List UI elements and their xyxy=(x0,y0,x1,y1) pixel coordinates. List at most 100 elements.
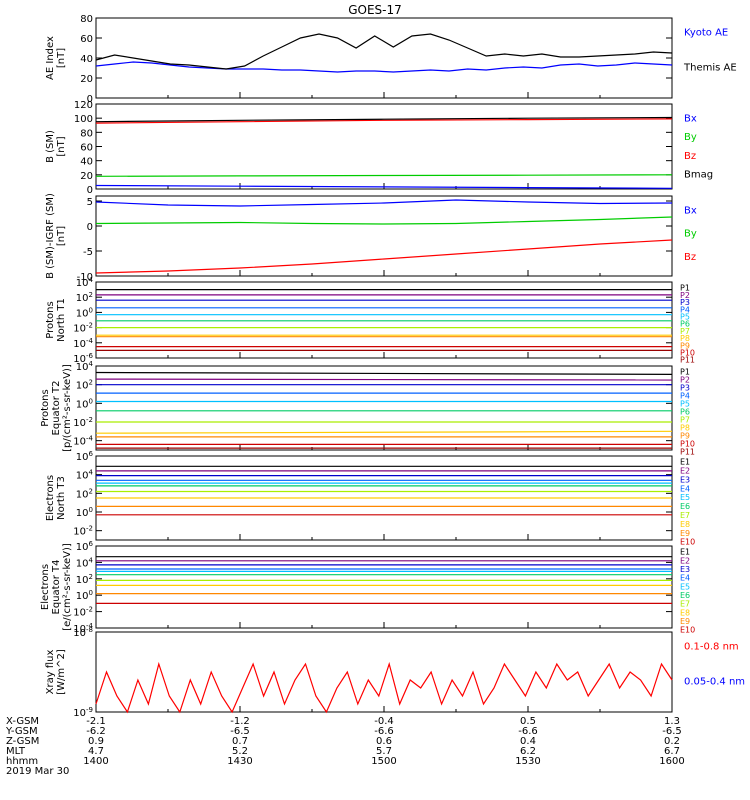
legend-entry: P3 xyxy=(680,298,690,307)
y-axis-label: Protons xyxy=(45,301,56,338)
series-line-bz xyxy=(95,118,673,124)
figure-title: GOES-17 xyxy=(348,3,402,17)
legend-entry: E10 xyxy=(680,538,695,547)
y-tick-label: 104 xyxy=(76,469,94,482)
legend-entry: Themis AE xyxy=(683,62,737,73)
legend-entry: Bmag xyxy=(684,170,713,181)
y-axis-label: Xray flux xyxy=(45,650,56,695)
x-tick-label: 5.7 xyxy=(376,746,392,757)
y-tick-label: 40 xyxy=(80,54,93,65)
y-axis-label: [nT] xyxy=(56,48,67,68)
legend-entry: 0.1-0.8 nm xyxy=(684,641,739,652)
y-tick-label: 80 xyxy=(80,14,93,25)
y-tick-label: 10-2 xyxy=(73,322,93,335)
legend-entry: P5 xyxy=(680,312,690,321)
x-tick-label: 5.2 xyxy=(232,746,248,757)
y-axis-label: Protons xyxy=(40,389,51,426)
series-line-bz xyxy=(95,239,673,274)
y-tick-label: 60 xyxy=(80,34,93,45)
y-axis-label: Electrons xyxy=(40,564,51,610)
y-tick-label: 100 xyxy=(76,397,93,410)
series-line-p1 xyxy=(95,371,673,375)
legend-entry: E8 xyxy=(680,608,690,617)
y-tick-label: 0 xyxy=(87,222,93,233)
y-tick-label: -5 xyxy=(83,247,93,258)
series-line-0-1-0-8-nm xyxy=(95,661,673,714)
legend-entry: P2 xyxy=(680,291,690,300)
panel-3: -10 -5 0 5 B (SM)-IGRF (SM) [nT] Bx By Bz xyxy=(45,193,697,283)
x-tick-label: 1430 xyxy=(227,756,252,767)
panel-2: 0 20 40 60 80 100 120 B (SM) [nT] Bx By Bz Bmag xyxy=(45,100,713,196)
series-line-bx xyxy=(95,184,673,189)
y-axis-label: [e/(cm²-s-sr-keV)] xyxy=(62,543,73,631)
y-tick-label: 10-8 xyxy=(73,626,93,639)
y-tick-label: 10-2 xyxy=(73,606,93,619)
y-axis-label: [W/m^2] xyxy=(56,649,67,695)
x-tick-label: -6.5 xyxy=(230,726,250,737)
legend-entry: Bz xyxy=(684,252,696,263)
y-tick-label: 106 xyxy=(76,450,94,463)
y-axis-label: [nT] xyxy=(56,226,67,246)
legend-entry: E4 xyxy=(680,484,690,493)
legend-entry: P10 xyxy=(680,348,695,357)
y-tick-label: 10-2 xyxy=(73,416,93,429)
legend-entry: P4 xyxy=(680,305,690,314)
y-tick-label: 120 xyxy=(74,100,93,111)
legend-entry: P1 xyxy=(680,368,690,377)
panel-frame xyxy=(95,17,673,99)
y-tick-label: 106 xyxy=(76,540,94,553)
legend-entry: P7 xyxy=(680,416,690,425)
legend-entry: P3 xyxy=(680,384,690,393)
x-tick-label: 0.2 xyxy=(664,736,680,747)
legend-entry: E5 xyxy=(680,493,690,502)
panel-1: 0 20 40 60 80 AE Index [nT] Kyoto AE Themis AE xyxy=(45,14,737,105)
panel-5: 10-4 10-2 100 102 104 Protons Equator T2 [p/(cm… xyxy=(40,360,695,457)
legend-entry: E9 xyxy=(680,617,690,626)
x-tick-label: -1.2 xyxy=(230,716,250,727)
series-line-p8 xyxy=(95,430,673,434)
legend-entry: P1 xyxy=(680,284,690,293)
y-tick-label: 100 xyxy=(76,306,93,319)
legend-entry: E1 xyxy=(680,458,690,467)
y-tick-label: 100 xyxy=(76,506,93,519)
legend-entry: Bx xyxy=(684,205,697,216)
x-row-label: Y-GSM xyxy=(5,726,38,737)
legend-entry: P10 xyxy=(680,440,695,449)
series-line-p2 xyxy=(95,378,673,381)
series-line-by xyxy=(95,174,673,177)
legend-entry: E8 xyxy=(680,520,690,529)
legend-entry: By xyxy=(684,132,697,143)
x-tick-label: 6.7 xyxy=(664,746,680,757)
legend-entry: 0.05-0.4 nm xyxy=(684,676,745,687)
x-tick-label: 0.6 xyxy=(376,736,392,747)
legend-entry: P2 xyxy=(680,376,690,385)
x-tick-label: -6.2 xyxy=(86,726,106,737)
y-tick-label: 104 xyxy=(76,556,94,569)
x-tick-label: -0.4 xyxy=(374,716,394,727)
y-tick-label: 20 xyxy=(80,171,93,182)
y-axis-label: Electrons xyxy=(45,475,56,521)
y-axis-label: North T1 xyxy=(56,298,67,342)
series-line-kyoto-ae xyxy=(95,61,673,73)
x-tick-label: 1400 xyxy=(83,756,108,767)
x-row-label: Z-GSM xyxy=(6,736,39,747)
y-tick-label: 104 xyxy=(76,360,94,373)
series-line-bx xyxy=(95,199,673,207)
legend-entry: E3 xyxy=(680,565,690,574)
legend-entry: P8 xyxy=(680,334,690,343)
x-row-label: X-GSM xyxy=(6,716,39,727)
y-tick-label: 0 xyxy=(87,94,93,105)
y-tick-label: -10 xyxy=(77,272,93,283)
x-tick-label: 4.7 xyxy=(88,746,104,757)
y-tick-label: 102 xyxy=(76,573,93,586)
y-tick-label: 20 xyxy=(80,74,93,85)
panel-frame xyxy=(95,545,673,629)
y-tick-label: 0 xyxy=(87,185,93,196)
y-tick-label: 40 xyxy=(80,157,93,168)
legend-entry: E10 xyxy=(680,626,695,635)
legend-entry: P4 xyxy=(680,392,690,401)
